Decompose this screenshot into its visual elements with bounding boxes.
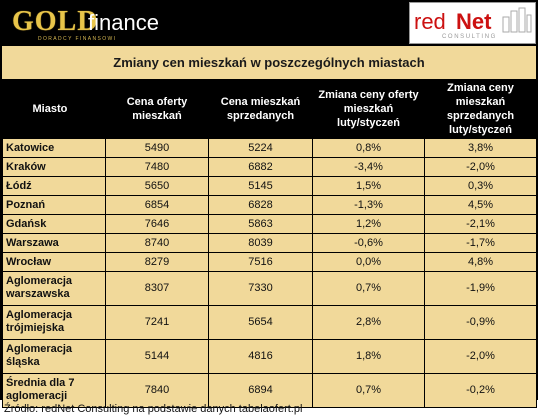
city-cell: Aglomeracja śląska (2, 338, 106, 374)
header-bar: GOLD finance DORADCY FINANSOWI red Net C… (0, 0, 538, 46)
offer-price-cell: 5144 (105, 338, 209, 374)
offer-price-cell: 8740 (105, 232, 209, 253)
offer-change-cell: -1,3% (312, 194, 425, 215)
table-row: Aglomeracja trójmiejska 7241 5654 2,8% -0,9% (2, 304, 537, 340)
sold-price-cell: 5654 (208, 304, 313, 340)
offer-price-cell: 6854 (105, 194, 209, 215)
table-row: Aglomeracja warszawska 8307 7330 0,7% -1,9% (2, 270, 537, 306)
offer-change-cell: 0,0% (312, 251, 425, 272)
offer-change-cell: -0,6% (312, 232, 425, 253)
offer-price-cell: 7241 (105, 304, 209, 340)
table-row: Wrocław 8279 7516 0,0% 4,8% (2, 251, 537, 272)
city-cell: Aglomeracja trójmiejska (2, 304, 106, 340)
gold-logo-word: GOLD (12, 6, 99, 37)
sold-change-cell: -2,0% (424, 156, 537, 177)
goldfinance-tagline: DORADCY FINANSOWI (38, 36, 117, 42)
sold-change-cell: 0,3% (424, 175, 537, 196)
sold-change-cell: 4,8% (424, 251, 537, 272)
sold-price-cell: 8039 (208, 232, 313, 253)
table-row: Warszawa 8740 8039 -0,6% -1,7% (2, 232, 537, 253)
offer-change-cell: 1,8% (312, 338, 425, 374)
sold-price-cell: 6894 (208, 372, 313, 408)
table-row: Łódź 5650 5145 1,5% 0,3% (2, 175, 537, 196)
city-cell: Wrocław (2, 251, 106, 272)
table-row: Katowice 5490 5224 0,8% 3,8% (2, 137, 537, 158)
city-cell: Łódź (2, 175, 106, 196)
sold-change-cell: 4,5% (424, 194, 537, 215)
city-cell: Gdańsk (2, 213, 106, 234)
goldfinance-logo: GOLD finance DORADCY FINANSOWI (8, 4, 178, 42)
offer-price-cell: 5490 (105, 137, 209, 158)
sold-price-cell: 5224 (208, 137, 313, 158)
offer-price-cell: 7840 (105, 372, 209, 408)
city-cell: Kraków (2, 156, 106, 177)
offer-change-cell: 0,7% (312, 372, 425, 408)
column-header: Zmiana ceny mieszkań sprzedanych luty/st… (424, 80, 537, 138)
offer-price-cell: 5650 (105, 175, 209, 196)
column-header: Zmiana ceny oferty mieszkań luty/styczeń (312, 80, 425, 138)
column-header: Cena mieszkań sprzedanych (208, 80, 313, 138)
table-row: Średnia dla 7 aglomeracji 7840 6894 0,7% -0,… (2, 372, 537, 408)
city-cell: Poznań (2, 194, 106, 215)
finance-logo-word: finance (88, 10, 159, 35)
offer-change-cell: 0,7% (312, 270, 425, 306)
sold-price-cell: 7330 (208, 270, 313, 306)
sold-change-cell: -0,9% (424, 304, 537, 340)
offer-change-cell: 0,8% (312, 137, 425, 158)
sold-change-cell: -0,2% (424, 372, 537, 408)
table-title: Zmiany cen mieszkań w poszczególnych mia… (113, 55, 425, 70)
offer-price-cell: 8279 (105, 251, 209, 272)
price-table: Miasto Cena oferty mieszkań Cena mieszka… (2, 80, 537, 408)
city-cell: Średnia dla 7 aglomeracji (2, 372, 106, 408)
sold-price-cell: 5145 (208, 175, 313, 196)
offer-change-cell: 2,8% (312, 304, 425, 340)
sold-price-cell: 6828 (208, 194, 313, 215)
table-row: Kraków 7480 6882 -3,4% -2,0% (2, 156, 537, 177)
sold-change-cell: -1,7% (424, 232, 537, 253)
offer-price-cell: 8307 (105, 270, 209, 306)
column-header: Miasto (2, 80, 106, 138)
table-row: Gdańsk 7646 5863 1,2% -2,1% (2, 213, 537, 234)
offer-price-cell: 7480 (105, 156, 209, 177)
city-cell: Warszawa (2, 232, 106, 253)
offer-change-cell: 1,2% (312, 213, 425, 234)
rednet-logo-net: Net (456, 9, 492, 34)
city-cell: Aglomeracja warszawska (2, 270, 106, 306)
table-row: Poznań 6854 6828 -1,3% 4,5% (2, 194, 537, 215)
offer-change-cell: 1,5% (312, 175, 425, 196)
rednet-logo: red Net CONSULTING (409, 2, 536, 44)
rednet-tagline: CONSULTING (442, 34, 497, 40)
source-note: Źródło: redNet Consulting na podstawie d… (4, 403, 303, 415)
sold-price-cell: 6882 (208, 156, 313, 177)
sold-price-cell: 7516 (208, 251, 313, 272)
rednet-logo-red: red (414, 9, 446, 34)
city-cell: Katowice (2, 137, 106, 158)
sold-price-cell: 4816 (208, 338, 313, 374)
header-row: Miasto Cena oferty mieszkań Cena mieszka… (2, 80, 537, 138)
sold-change-cell: -2,0% (424, 338, 537, 374)
table-row: Aglomeracja śląska 5144 4816 1,8% -2,0% (2, 338, 537, 374)
sold-price-cell: 5863 (208, 213, 313, 234)
offer-change-cell: -3,4% (312, 156, 425, 177)
sold-change-cell: 3,8% (424, 137, 537, 158)
column-header: Cena oferty mieszkań (105, 80, 209, 138)
sold-change-cell: -2,1% (424, 213, 537, 234)
offer-price-cell: 7646 (105, 213, 209, 234)
table-title-band: Zmiany cen mieszkań w poszczególnych mia… (2, 46, 536, 80)
building-bars-icon (502, 7, 532, 33)
sold-change-cell: -1,9% (424, 270, 537, 306)
